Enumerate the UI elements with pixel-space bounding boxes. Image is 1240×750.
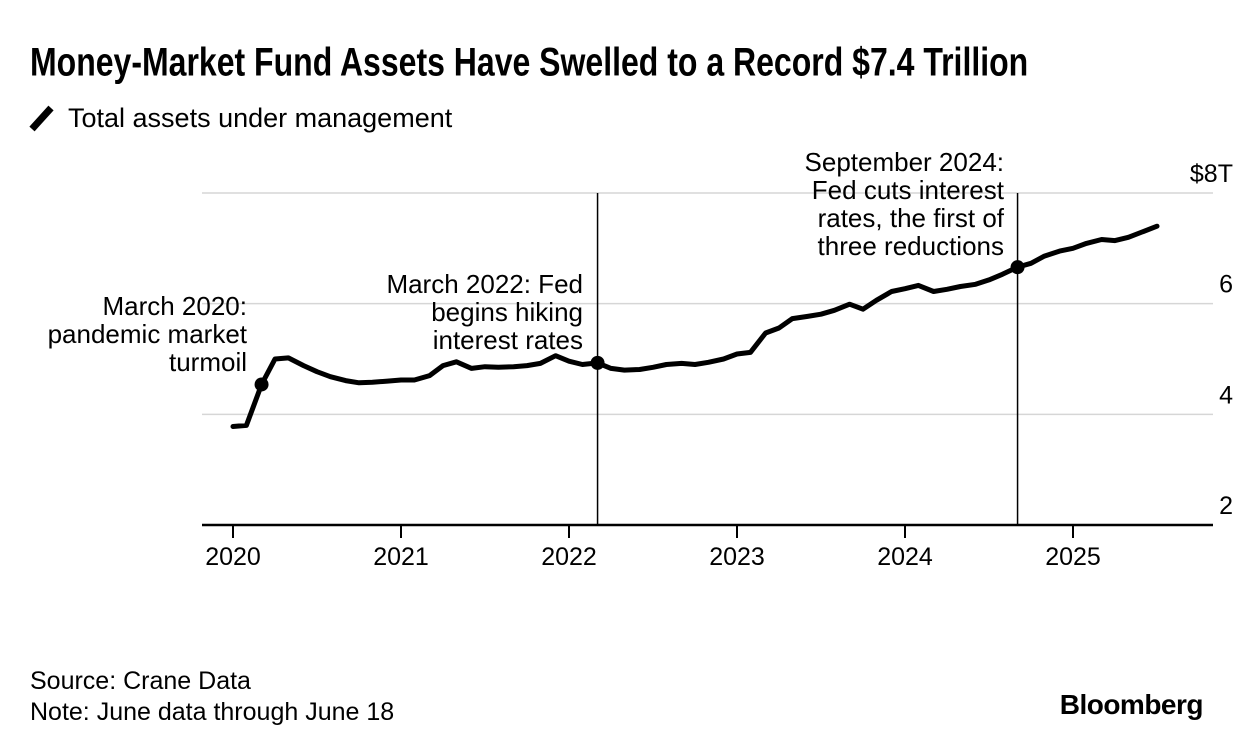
line-series-icon — [29, 105, 54, 131]
annotation-line: rates, the first of — [817, 203, 1004, 233]
annotation-line: interest rates — [432, 325, 583, 355]
data-line — [230, 223, 1160, 429]
annotation-line: three reductions — [817, 231, 1004, 261]
source-note: Source: Crane Data — [30, 667, 251, 695]
annotation-line: September 2024: — [804, 147, 1004, 177]
legend-label: Total assets under management — [68, 103, 453, 133]
annotation-line: turmoil — [168, 347, 247, 377]
plot-svg: $8T 6 4 2 2020 2021 2022 2023 2024 2025 — [202, 160, 1233, 571]
x-axis-label: 2020 — [205, 543, 261, 571]
y-axis-label: 6 — [1219, 271, 1233, 299]
x-axis-label: 2021 — [373, 543, 429, 571]
x-axis-label: 2023 — [709, 543, 765, 571]
annotation-line: begins hiking — [431, 297, 583, 327]
annotation-line: Fed cuts interest — [811, 175, 1004, 205]
bloomberg-logo: Bloomberg — [1059, 689, 1204, 720]
footer: Source: Crane Data Note: June data throu… — [30, 666, 394, 728]
annotation-line: March 2022: Fed — [386, 269, 583, 299]
x-axis-label: 2025 — [1045, 543, 1101, 571]
y-axis-label: 4 — [1219, 381, 1233, 409]
data-note: Note: June data through June 18 — [30, 698, 395, 726]
legend: Total assets under management — [28, 103, 452, 133]
y-axis-label: $8T — [1190, 160, 1233, 188]
marker-dot — [254, 377, 269, 392]
marker-dot — [590, 355, 605, 370]
annotation: March 2022: Fed begins hiking interest rat… — [386, 270, 583, 354]
y-axis-label: 2 — [1219, 492, 1233, 520]
x-axis-label: 2022 — [541, 543, 597, 571]
annotation-line: March 2020: — [102, 291, 247, 321]
marker-dot — [1010, 260, 1025, 275]
chart-title: Money-Market Fund Assets Have Swelled to… — [30, 39, 1029, 84]
x-axis-label: 2024 — [877, 543, 933, 571]
annotation: March 2020: pandemic market turmoil — [48, 292, 247, 376]
annotation: September 2024: Fed cuts interest rates, t… — [805, 148, 1004, 260]
annotation-line: pandemic market — [47, 319, 247, 349]
